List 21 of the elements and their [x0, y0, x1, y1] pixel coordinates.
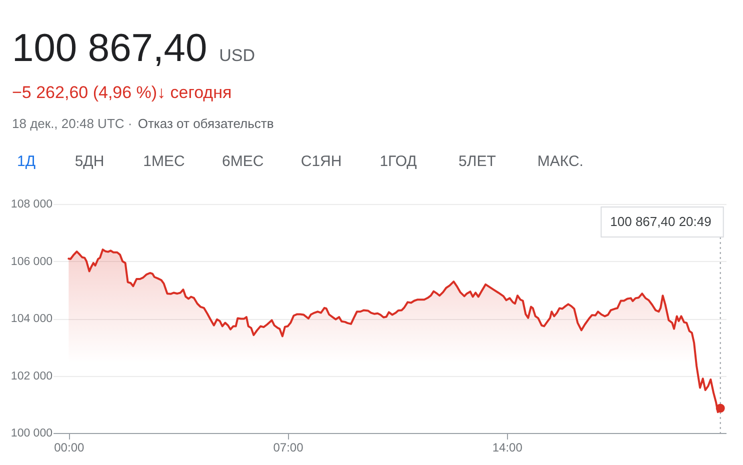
x-tick-label: 14:00: [492, 440, 523, 454]
text: МАКС.: [537, 153, 584, 170]
text: 6МЕС: [222, 153, 264, 170]
text: 5ЛЕТ: [458, 153, 496, 170]
text: 1Д: [17, 153, 36, 170]
text: Отказ от обязательств: [138, 116, 274, 131]
y-tick-label: 106 000: [10, 256, 52, 268]
chart-title: 100 867,40 USD: [12, 27, 256, 70]
y-tick-label: 102 000: [10, 370, 52, 382]
y-tick-label: 108 000: [10, 198, 52, 210]
text: 5ДН: [74, 153, 104, 170]
y-tick-label: 100 000: [10, 428, 52, 440]
text: С1ЯН: [300, 153, 342, 170]
y-tick-label: 104 000: [10, 313, 52, 325]
chart-subtitle: −5 262,60 (4,96 %)↓ сегодня: [12, 83, 232, 102]
text: 1ГОД: [380, 153, 417, 170]
text: 18 дек., 20:48 UTC ·: [12, 116, 132, 131]
text: 1МЕС: [143, 153, 186, 170]
x-tick-label: 00:00: [54, 440, 84, 454]
annotation: 100 867,40 20:49: [610, 214, 712, 229]
x-tick-label: 07:00: [273, 440, 304, 454]
